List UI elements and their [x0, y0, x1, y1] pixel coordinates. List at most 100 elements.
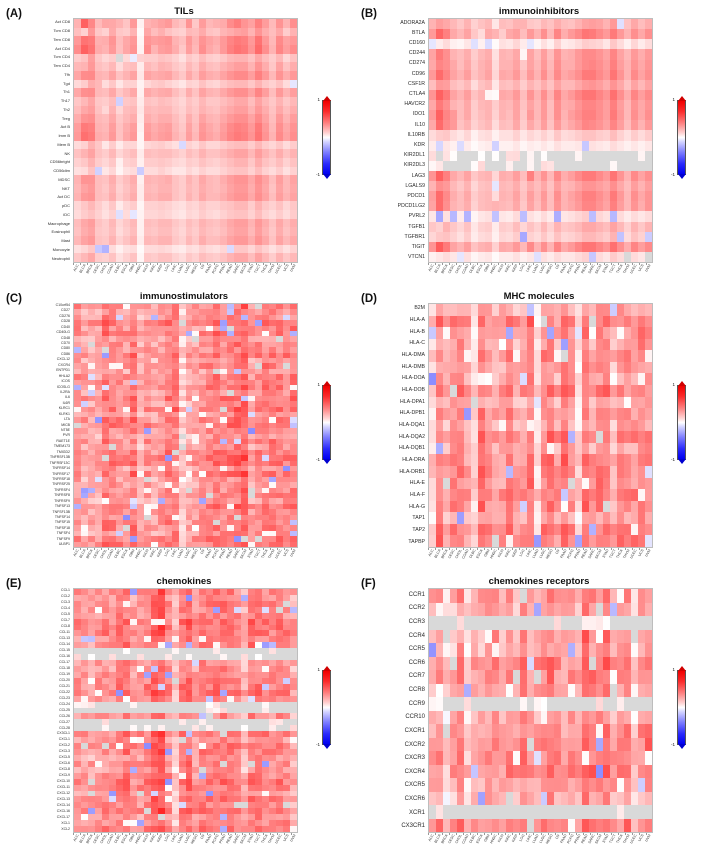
- heatmap-cell: [206, 520, 214, 526]
- heatmap-cell: [477, 465, 485, 478]
- heatmap-cell: [463, 201, 471, 212]
- heatmap-cell: [512, 431, 520, 443]
- heatmap-cell: [80, 612, 88, 619]
- heatmap-cell: [129, 314, 137, 321]
- heatmap-cell: [269, 487, 277, 493]
- heatmap-cell: [638, 304, 646, 316]
- colorbar-max-label: 1: [672, 382, 675, 387]
- heatmap-cell: [269, 525, 277, 531]
- heatmap-cell: [519, 454, 527, 466]
- heatmap-cell: [150, 439, 158, 445]
- heatmap-cell: [164, 131, 172, 141]
- heatmap-cell: [596, 201, 604, 212]
- heatmap-cell: [94, 636, 102, 643]
- heatmap-cell: [248, 390, 256, 396]
- colorbar-extend-min-arrow: [323, 174, 331, 179]
- heatmap-cell: [484, 170, 492, 181]
- heatmap-cell: [547, 396, 555, 409]
- heatmap-cell: [227, 444, 235, 450]
- heatmap-cell: [429, 69, 436, 80]
- heatmap-cell: [638, 160, 646, 171]
- heatmap-cell: [512, 251, 520, 262]
- heatmap-cell: [241, 347, 249, 353]
- heatmap-cell: [234, 201, 242, 210]
- heatmap-cell: [442, 384, 450, 397]
- heatmap-cell: [491, 130, 499, 141]
- heatmap-cell: [484, 19, 492, 30]
- heatmap-cell: [269, 444, 277, 450]
- heatmap-cell: [638, 465, 646, 478]
- heatmap-cell: [262, 624, 270, 631]
- heatmap-cell: [624, 29, 632, 40]
- heatmap-cell: [178, 201, 186, 210]
- heatmap-cell: [101, 314, 109, 321]
- heatmap-cell: [171, 428, 179, 434]
- heatmap-cell: [122, 514, 130, 520]
- heatmap-cell: [199, 530, 207, 537]
- heatmap-cell: [603, 39, 611, 50]
- heatmap-cell: [241, 444, 249, 450]
- heatmap-cell: [192, 428, 200, 434]
- heatmap-cell: [526, 419, 534, 432]
- heatmap-cell: [484, 211, 492, 222]
- heatmap-cell: [540, 100, 548, 111]
- heatmap-cell: [290, 36, 297, 46]
- heatmap-cell: [512, 120, 520, 131]
- heatmap-cell: [269, 618, 277, 625]
- heatmap-cell: [129, 630, 137, 637]
- heatmap-cell: [283, 227, 291, 236]
- heatmap-cell: [283, 235, 291, 245]
- heatmap-cell: [220, 439, 228, 445]
- heatmap-cell: [185, 131, 193, 141]
- heatmap-cell: [171, 487, 179, 493]
- heatmap-cell: [429, 89, 436, 100]
- heatmap-cell: [164, 417, 172, 423]
- heatmap-cell: [150, 401, 158, 407]
- row-label: TMIGD2: [56, 449, 70, 454]
- heatmap-cell: [87, 114, 95, 124]
- heatmap-cell: [157, 123, 165, 132]
- heatmap-cell: [192, 600, 200, 607]
- heatmap-cell: [526, 442, 534, 455]
- heatmap-cell: [610, 396, 618, 409]
- heatmap-cell: [269, 412, 277, 418]
- heatmap-cell: [199, 666, 207, 672]
- heatmap-cell: [617, 69, 625, 80]
- heatmap-cell: [540, 120, 548, 131]
- heatmap-cell: [157, 183, 165, 193]
- heatmap-cell: [283, 45, 291, 54]
- heatmap-cell: [143, 683, 151, 690]
- heatmap-cell: [241, 624, 249, 631]
- heatmap-cell: [206, 97, 214, 106]
- heatmap-cell: [94, 183, 102, 193]
- heatmap-cell: [213, 244, 221, 254]
- heatmap-cell: [255, 476, 263, 483]
- heatmap-cell: [234, 433, 242, 439]
- heatmap-cell: [269, 390, 277, 396]
- heatmap-cell: [108, 36, 116, 46]
- x-tick: [108, 263, 115, 265]
- heatmap-cell: [80, 509, 88, 515]
- heatmap-cell: [498, 408, 506, 420]
- heatmap-cell: [276, 514, 284, 520]
- heatmap-cell: [429, 19, 436, 30]
- heatmap-cell: [80, 320, 88, 326]
- heatmap-cell: [248, 320, 256, 326]
- heatmap-cell: [157, 460, 165, 466]
- heatmap-cell: [526, 191, 534, 202]
- heatmap-cell: [269, 336, 277, 342]
- heatmap-cell: [136, 97, 144, 106]
- heatmap-cell: [87, 131, 95, 141]
- heatmap-cell: [582, 29, 590, 40]
- heatmap-cell: [449, 191, 457, 202]
- heatmap-cell: [157, 209, 165, 219]
- heatmap-cell: [185, 401, 193, 407]
- heatmap-cell: [526, 535, 534, 547]
- heatmap-cell: [213, 314, 221, 321]
- heatmap-cell: [512, 150, 520, 161]
- heatmap-cell: [115, 520, 123, 526]
- heatmap-cell: [108, 439, 116, 445]
- heatmap-cell: [80, 149, 88, 158]
- heatmap-cell: [234, 27, 242, 37]
- heatmap-cell: [220, 140, 228, 150]
